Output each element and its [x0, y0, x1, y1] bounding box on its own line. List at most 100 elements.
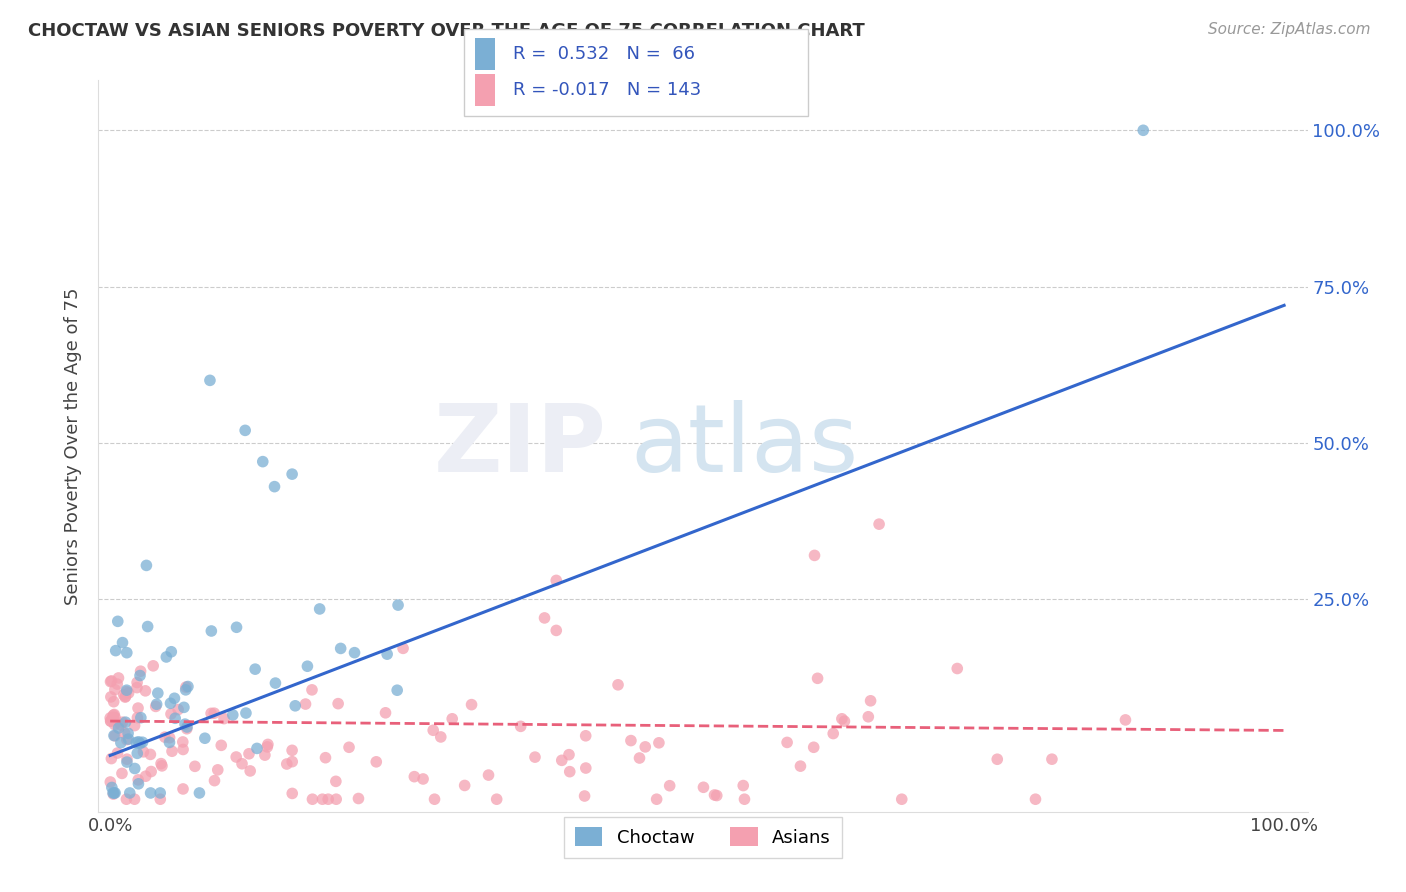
- Choctaw: [329, 641, 352, 656]
- Choctaw: [129, 711, 152, 725]
- Asians: [141, 764, 163, 779]
- Asians: [314, 750, 336, 764]
- Asians: [207, 763, 229, 777]
- Choctaw: [308, 602, 330, 616]
- Asians: [546, 624, 568, 638]
- Asians: [620, 733, 643, 747]
- Asians: [524, 750, 547, 764]
- Asians: [366, 755, 388, 769]
- Asians: [634, 739, 657, 754]
- Choctaw: [101, 780, 124, 795]
- Choctaw: [155, 650, 177, 665]
- Asians: [311, 792, 333, 806]
- Asians: [803, 549, 825, 563]
- Asians: [103, 695, 125, 709]
- Choctaw: [264, 676, 287, 690]
- Asians: [301, 792, 323, 806]
- Asians: [733, 779, 755, 793]
- Asians: [172, 781, 194, 796]
- Asians: [294, 697, 316, 711]
- Asians: [124, 792, 146, 806]
- Asians: [477, 768, 499, 782]
- Asians: [607, 678, 630, 692]
- Choctaw: [104, 643, 127, 657]
- Asians: [509, 719, 531, 733]
- Text: R = -0.017   N = 143: R = -0.017 N = 143: [513, 81, 702, 99]
- Choctaw: [111, 635, 134, 649]
- Asians: [859, 694, 882, 708]
- Choctaw: [243, 662, 266, 676]
- Choctaw: [127, 777, 149, 791]
- Choctaw: [149, 786, 172, 800]
- Asians: [231, 756, 253, 771]
- Asians: [100, 674, 122, 689]
- Asians: [326, 697, 349, 711]
- Choctaw: [165, 711, 187, 725]
- Choctaw: [114, 715, 136, 730]
- Choctaw: [118, 786, 141, 800]
- Choctaw: [110, 736, 132, 750]
- Asians: [316, 792, 339, 806]
- Text: ZIP: ZIP: [433, 400, 606, 492]
- Choctaw: [343, 646, 366, 660]
- Asians: [111, 766, 134, 780]
- Text: Source: ZipAtlas.com: Source: ZipAtlas.com: [1208, 22, 1371, 37]
- Asians: [404, 770, 426, 784]
- Asians: [485, 792, 508, 806]
- Asians: [281, 755, 304, 769]
- Choctaw: [129, 668, 152, 682]
- Asians: [706, 789, 728, 803]
- Asians: [239, 764, 262, 778]
- Asians: [453, 779, 475, 793]
- Asians: [139, 747, 162, 762]
- Asians: [127, 701, 149, 715]
- Asians: [145, 699, 167, 714]
- Asians: [149, 792, 172, 806]
- Choctaw: [159, 735, 181, 749]
- Choctaw: [385, 683, 408, 698]
- Asians: [107, 746, 129, 760]
- Asians: [176, 722, 198, 736]
- Asians: [628, 751, 651, 765]
- Asians: [100, 714, 122, 728]
- Asians: [117, 686, 139, 700]
- Text: CHOCTAW VS ASIAN SENIORS POVERTY OVER THE AGE OF 75 CORRELATION CHART: CHOCTAW VS ASIAN SENIORS POVERTY OVER TH…: [28, 22, 865, 40]
- Asians: [110, 718, 132, 732]
- Choctaw: [297, 659, 319, 673]
- Asians: [115, 752, 138, 766]
- Text: R =  0.532   N =  66: R = 0.532 N = 66: [513, 45, 695, 63]
- Asians: [98, 711, 121, 725]
- Text: atlas: atlas: [630, 400, 859, 492]
- Choctaw: [235, 706, 257, 720]
- Choctaw: [159, 696, 181, 710]
- Asians: [692, 780, 714, 795]
- Asians: [253, 748, 276, 763]
- Asians: [1024, 792, 1046, 806]
- Asians: [574, 789, 596, 803]
- Asians: [150, 756, 173, 771]
- Asians: [172, 742, 194, 756]
- Asians: [127, 711, 149, 725]
- Asians: [129, 664, 152, 678]
- Asians: [422, 723, 444, 738]
- Asians: [776, 735, 799, 749]
- Asians: [167, 703, 190, 717]
- Choctaw: [107, 615, 129, 629]
- Asians: [276, 757, 298, 772]
- Asians: [789, 759, 811, 773]
- Choctaw: [194, 731, 217, 746]
- Asians: [256, 739, 278, 754]
- Asians: [703, 788, 725, 802]
- Choctaw: [125, 735, 148, 749]
- Asians: [153, 730, 176, 744]
- Choctaw: [129, 737, 152, 751]
- Asians: [103, 717, 125, 731]
- Asians: [225, 750, 247, 764]
- Asians: [834, 714, 856, 729]
- Asians: [159, 731, 181, 745]
- Asians: [868, 517, 890, 532]
- Asians: [558, 764, 581, 779]
- Asians: [429, 730, 451, 744]
- Choctaw: [117, 726, 139, 740]
- Choctaw: [160, 645, 183, 659]
